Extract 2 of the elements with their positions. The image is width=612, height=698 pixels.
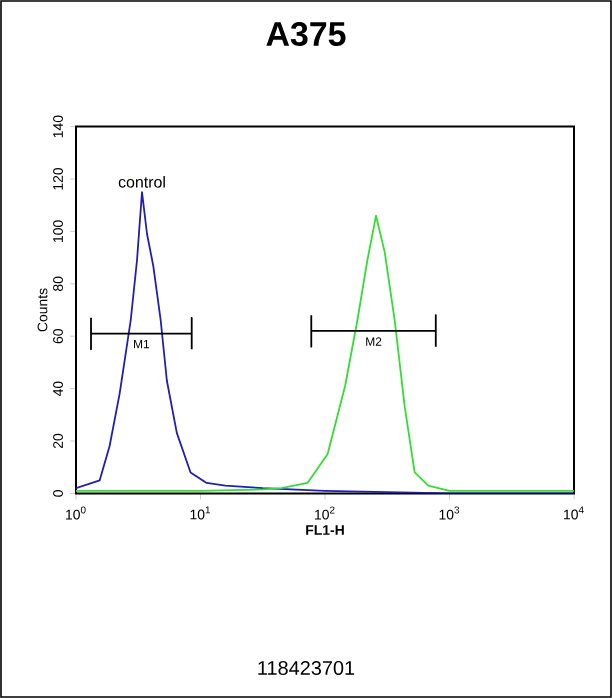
text: 118423701 (258, 660, 355, 676)
chart-title: A375 (266, 21, 346, 47)
